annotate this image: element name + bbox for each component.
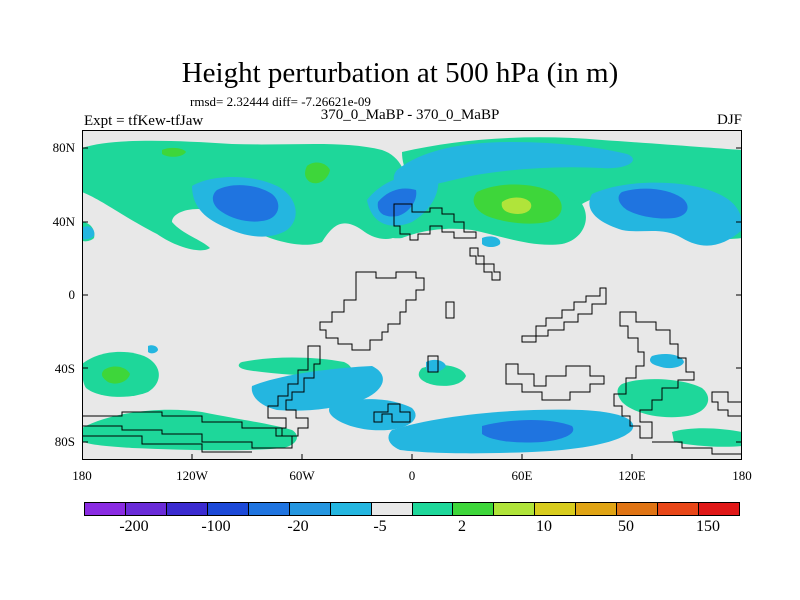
contour-neg-5-south-band <box>251 366 383 411</box>
lat-label-40s: 40S <box>54 361 75 376</box>
colorbar-swatch <box>535 503 577 515</box>
contour-neg-5-west-small <box>82 226 95 240</box>
contour-neg-20-west-low <box>212 185 279 222</box>
colorbar <box>84 502 740 516</box>
colorbar-label-neg5: -5 <box>373 518 387 535</box>
colorbar-label-neg20: -20 <box>287 518 309 535</box>
coastline-africa-south <box>267 345 321 437</box>
plot-title: Height perturbation at 500 hPa (in m) <box>181 57 619 89</box>
coastline-antarctica-west <box>82 411 293 449</box>
lon-label-0: 0 <box>408 468 416 483</box>
contour-neg-5-tropic-dot <box>148 345 158 354</box>
coastline-eurasia-north <box>393 203 477 241</box>
colorbar-label-neg100: -100 <box>201 518 231 535</box>
contour-neg-20-asia <box>618 188 688 219</box>
colorbar-swatch <box>494 503 536 515</box>
colorbar-swatch <box>576 503 618 515</box>
contour-pos-50-europe-center <box>501 197 532 214</box>
contour-neg-20-south <box>482 420 574 443</box>
south-contours <box>82 345 742 454</box>
colorbar-swatch <box>125 503 167 515</box>
coastline-south-america-fragment <box>373 403 411 423</box>
coastline-arabia <box>445 301 455 319</box>
coastline-africa-west <box>319 271 425 351</box>
contour-pos-2-south-east-edge <box>672 428 742 447</box>
coastline-indian-ocean-island <box>427 355 439 373</box>
colorbar-swatch <box>248 503 290 515</box>
lon-label-60e: 60E <box>511 468 533 483</box>
lon-label-180-east: 180 <box>732 468 752 483</box>
colorbar-swatch <box>166 503 208 515</box>
colorbar-label-2: 2 <box>458 518 466 535</box>
coastline-australia-west <box>505 363 605 401</box>
lon-label-60w: 60W <box>289 468 315 483</box>
season-label: DJF <box>716 112 742 128</box>
axis-ticks <box>82 147 742 460</box>
colorbar-label-10: 10 <box>536 518 552 535</box>
north-contours <box>82 137 742 251</box>
colorbar-swatch <box>658 503 700 515</box>
colorbar-label-neg200: -200 <box>119 518 149 535</box>
coastline-asia-southeast <box>521 287 607 343</box>
colorbar-label-150: 150 <box>696 518 720 535</box>
rmsd-diff-stats: rmsd= 2.32444 diff= -7.26621e-09 <box>190 94 371 109</box>
contour-neg-5-pacific-north <box>482 236 501 247</box>
coastline-australia-east <box>613 311 695 439</box>
height-perturbation-map <box>82 130 742 460</box>
contour-pos-2-south-far-west <box>82 409 297 451</box>
contour-neg-5-south-east <box>650 354 684 369</box>
experiment-label: Expt = tfKew-tfJaw <box>84 113 204 129</box>
coastlines <box>82 203 742 455</box>
lat-label-0: 0 <box>68 287 76 302</box>
contour-pos-10-sw <box>101 366 130 384</box>
colorbar-swatch <box>453 503 495 515</box>
coastline-caspian <box>469 247 501 281</box>
contour-pos-2-south-right <box>617 379 709 418</box>
period-label: 370_0_MaBP - 370_0_MaBP <box>320 107 500 123</box>
colorbar-swatch <box>207 503 249 515</box>
lat-label-80n: 80N <box>52 140 75 155</box>
colorbar-swatch <box>371 503 413 515</box>
coastline-antarctica-east <box>82 435 742 455</box>
colorbar-swatch <box>85 503 126 515</box>
colorbar-swatch <box>412 503 454 515</box>
colorbar-swatch <box>289 503 331 515</box>
colorbar-swatch <box>330 503 372 515</box>
coastline-new-zealand <box>711 391 742 417</box>
contour-neg-20-atlantic <box>377 188 417 217</box>
contour-neg-5-south-small <box>426 359 446 373</box>
colorbar-swatch <box>699 503 739 515</box>
lat-label-80s: 80S <box>54 434 75 449</box>
colorbar-swatch <box>617 503 659 515</box>
lon-label-180-west: 180 <box>72 468 92 483</box>
lat-label-40n: 40N <box>52 214 75 229</box>
contour-pos-10-north-pacific <box>305 162 330 184</box>
contour-neg-5-north-arc <box>393 142 633 189</box>
contour-pos-10-west-small <box>162 147 186 157</box>
lon-label-120w: 120W <box>176 468 208 483</box>
lon-label-120e: 120E <box>618 468 646 483</box>
colorbar-label-50: 50 <box>618 518 634 535</box>
